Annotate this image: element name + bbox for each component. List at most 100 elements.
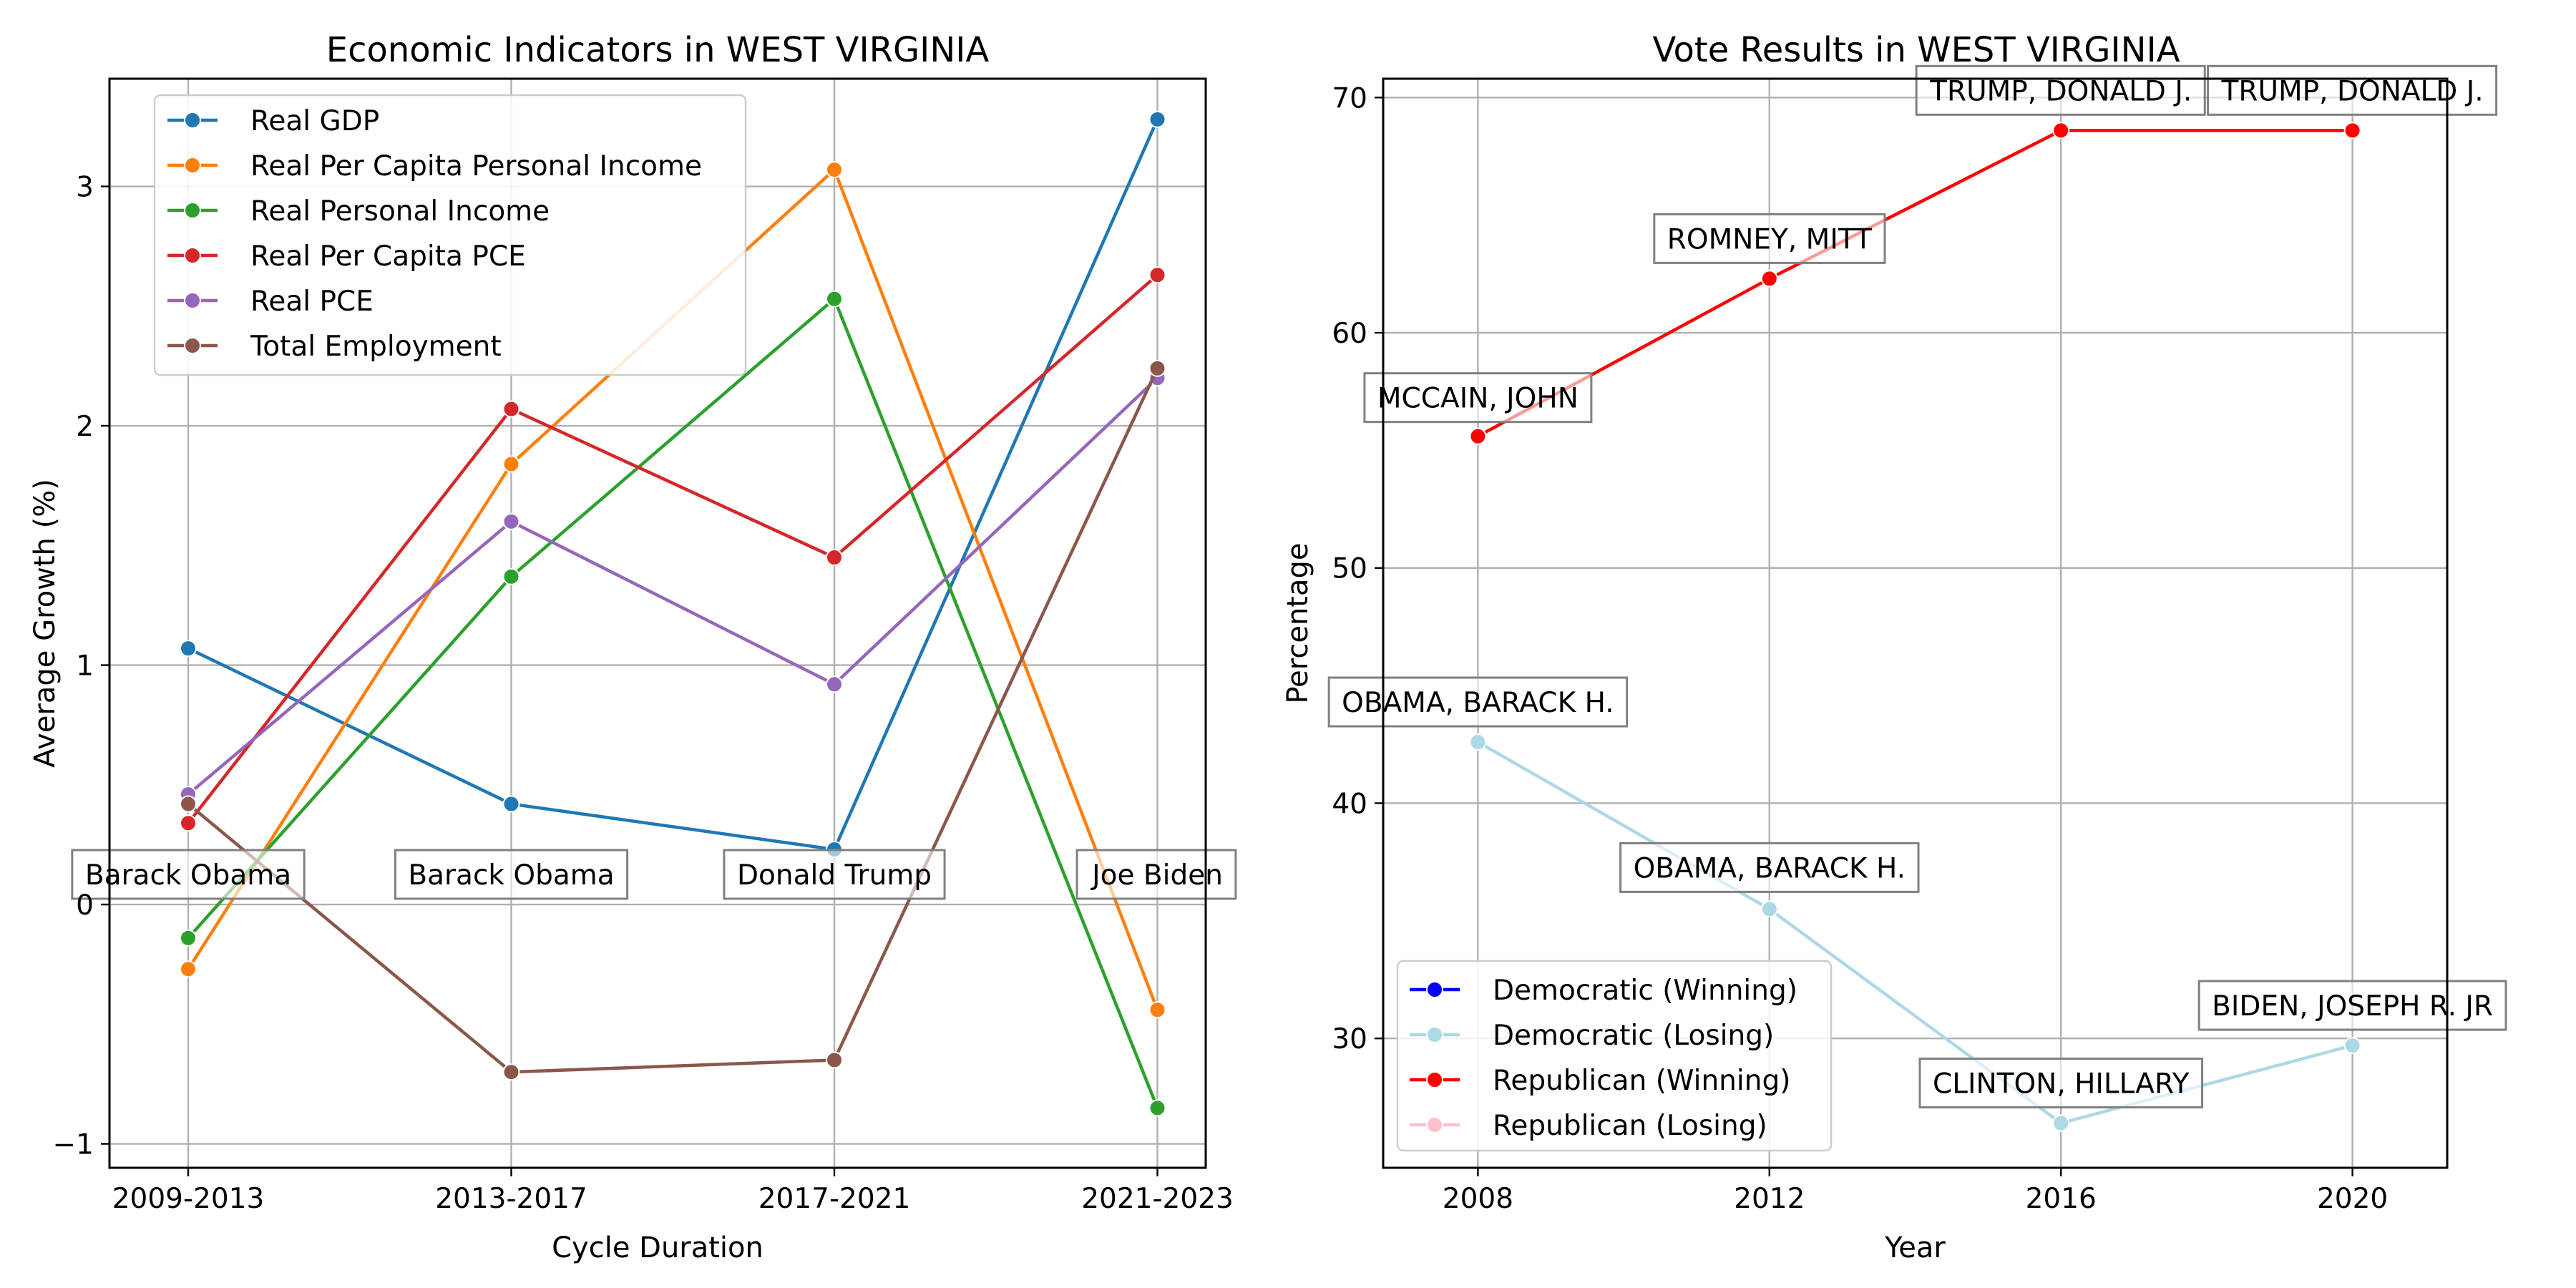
data-point	[826, 549, 843, 567]
x-tick-label: 2020	[2317, 1183, 2388, 1215]
data-point	[2343, 122, 2361, 140]
annotation-box	[1915, 64, 2206, 116]
candidate-label: CLINTON, HILLARY	[1933, 1068, 2190, 1101]
legend-label: Real PCE	[250, 286, 374, 318]
chart-title: Economic Indicators in WEST VIRGINIA	[326, 30, 990, 70]
legend-marker	[1426, 1026, 1443, 1043]
president-label: Barack Obama	[408, 859, 614, 892]
plot-frame	[108, 77, 1207, 1169]
data-point	[502, 512, 520, 530]
data-point	[1469, 733, 1487, 751]
y-tick-label: 40	[1332, 788, 1367, 820]
data-point	[2052, 122, 2070, 140]
data-point	[502, 567, 520, 585]
data-point	[1148, 266, 1166, 284]
y-tick-label: 2	[76, 411, 94, 443]
legend-frame	[1396, 960, 1833, 1152]
legend-label: Republican (Losing)	[1493, 1110, 1767, 1142]
data-point	[502, 455, 520, 473]
series-line	[1477, 129, 2353, 438]
legend-label: Republican (Winning)	[1493, 1065, 1790, 1097]
legend-label: Real Personal Income	[250, 195, 550, 228]
y-tick-label: −1	[53, 1129, 94, 1161]
data-point	[502, 400, 520, 418]
data-point	[1148, 359, 1166, 377]
legend-marker	[1426, 981, 1443, 998]
legend: Real GDP Real Per Capita Personal Income R…	[153, 94, 747, 376]
y-tick-label: 30	[1332, 1023, 1367, 1055]
candidate-label: MCCAIN, JOHN	[1377, 383, 1579, 415]
data-point	[826, 290, 843, 308]
series-line	[187, 118, 1159, 852]
data-point	[2343, 1037, 2361, 1055]
data-point	[826, 1051, 843, 1069]
legend-marker	[184, 337, 201, 354]
annotation-box	[1619, 841, 1920, 893]
legend-label: Democratic (Winning)	[1493, 975, 1797, 1007]
legend-marker	[184, 112, 201, 129]
series-line	[187, 273, 1158, 824]
president-label: Barack Obama	[85, 859, 291, 892]
series-line	[187, 367, 1159, 1074]
y-axis-label: Average Growth (%)	[29, 479, 62, 768]
data-point	[826, 675, 843, 693]
y-tick-label: 50	[1332, 553, 1367, 585]
x-axis-label: Cycle Duration	[552, 1231, 763, 1264]
y-tick-label: 0	[76, 889, 94, 922]
y-tick-label: 60	[1332, 318, 1367, 350]
candidate-label: BIDEN, JOSEPH R. JR	[2212, 990, 2493, 1023]
data-point	[502, 795, 520, 813]
chart-title: Vote Results in WEST VIRGINIA	[1652, 30, 2180, 70]
annotation-box	[1363, 372, 1593, 424]
annotation-box	[394, 849, 629, 900]
data-point	[180, 640, 197, 658]
data-point	[180, 795, 197, 813]
x-tick-label: 2012	[1734, 1183, 1805, 1215]
data-point	[180, 960, 197, 978]
data-point	[1760, 900, 1778, 918]
x-tick-label: 2013-2017	[435, 1183, 587, 1215]
data-point	[2052, 1114, 2070, 1132]
series-line	[1477, 741, 2353, 1125]
annotation-box	[1653, 213, 1886, 264]
data-point	[1469, 427, 1487, 445]
candidate-label: ROMNEY, MITT	[1667, 223, 1872, 255]
candidate-label: OBAMA, BARACK H.	[1634, 852, 1906, 884]
president-label: Joe Biden	[1090, 859, 1223, 892]
x-tick-label: 2017-2021	[758, 1183, 911, 1215]
annotation-box	[723, 849, 946, 900]
candidate-label: OBAMA, BARACK H.	[1342, 687, 1614, 719]
y-axis-label: Percentage	[1282, 542, 1314, 703]
legend-marker	[184, 292, 201, 309]
y-tick-label: 70	[1332, 82, 1367, 114]
data-point	[180, 929, 197, 947]
series-line	[187, 376, 1159, 796]
vote-results-chart: MCCAIN, JOHN ROMNEY, MITT TRUMP, DONALD J.…	[1282, 30, 2507, 1264]
series-line	[187, 297, 1159, 1109]
president-label: Donald Trump	[737, 859, 932, 892]
legend-label: Real GDP	[250, 105, 379, 137]
annotation-box	[2197, 980, 2507, 1031]
annotation-box	[1075, 849, 1237, 900]
data-point	[502, 1063, 520, 1081]
annotation-box	[1918, 1058, 2204, 1109]
x-tick-label: 2008	[1443, 1183, 1513, 1215]
legend-marker	[1426, 1071, 1443, 1088]
data-point	[1760, 270, 1778, 288]
legend-label: Democratic (Losing)	[1493, 1020, 1774, 1052]
data-point	[826, 161, 843, 179]
x-tick-label: 2021-2023	[1081, 1183, 1234, 1215]
legend-frame	[153, 94, 747, 376]
data-point	[1148, 1099, 1166, 1117]
economic-indicators-chart: Barack Obama Barack Obama Donald Trump Joe …	[29, 30, 1237, 1264]
annotation-box	[1327, 676, 1629, 728]
x-axis-label: Year	[1884, 1231, 1946, 1264]
legend-label: Real Per Capita Personal Income	[250, 150, 702, 182]
data-point	[1148, 1001, 1166, 1019]
plot-frame	[1382, 77, 2449, 1169]
legend: Democratic (Winning) Democratic (Losing) R…	[1396, 960, 1833, 1152]
candidate-label: TRUMP, DONALD J.	[1929, 75, 2192, 107]
y-tick-label: 3	[76, 172, 94, 204]
candidate-label: TRUMP, DONALD J.	[2221, 75, 2484, 107]
